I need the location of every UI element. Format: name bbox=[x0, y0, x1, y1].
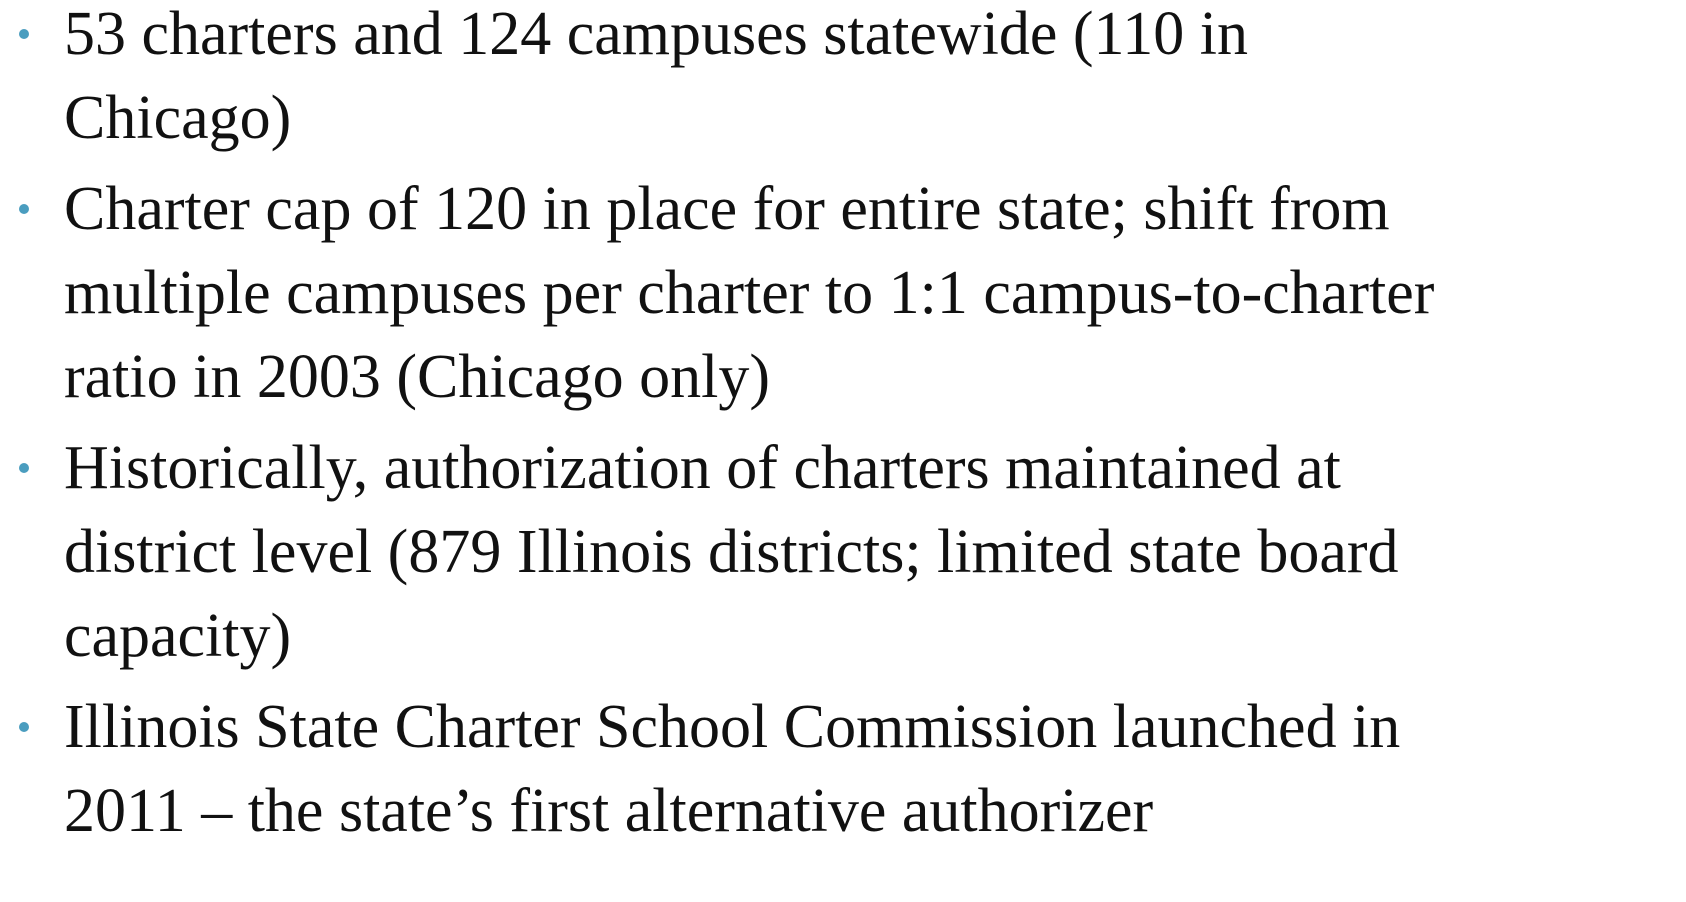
bullet-text: district level (879 Illinois districts; … bbox=[64, 518, 1399, 586]
bullet-text: Chicago) bbox=[64, 84, 292, 152]
bullet-text: capacity) bbox=[64, 602, 292, 670]
bullet-text: multiple campuses per charter to 1:1 cam… bbox=[64, 259, 1435, 327]
bullet-text: 2011 – the state’s first alternative aut… bbox=[64, 777, 1154, 845]
bullet-dot bbox=[19, 204, 29, 214]
bullet-item: 53 charters and 124 campuses statewide (… bbox=[0, 0, 1686, 160]
bullet-text: Historically, authorization of charters … bbox=[64, 434, 1341, 502]
bullet-text: ratio in 2003 (Chicago only) bbox=[64, 343, 770, 411]
bullet-list: 53 charters and 124 campuses statewide (… bbox=[0, 0, 1686, 853]
bullet-item: Historically, authorization of charters … bbox=[0, 426, 1686, 678]
bullet-dot bbox=[19, 722, 29, 732]
bullet-dot bbox=[19, 29, 29, 39]
bullet-text: Charter cap of 120 in place for entire s… bbox=[64, 175, 1390, 243]
bullet-dot bbox=[19, 463, 29, 473]
bullet-item: Illinois State Charter School Commission… bbox=[0, 685, 1686, 853]
bullet-text: Illinois State Charter School Commission… bbox=[64, 693, 1401, 761]
bullet-item: Charter cap of 120 in place for entire s… bbox=[0, 167, 1686, 419]
bullet-text: 53 charters and 124 campuses statewide (… bbox=[64, 0, 1248, 68]
